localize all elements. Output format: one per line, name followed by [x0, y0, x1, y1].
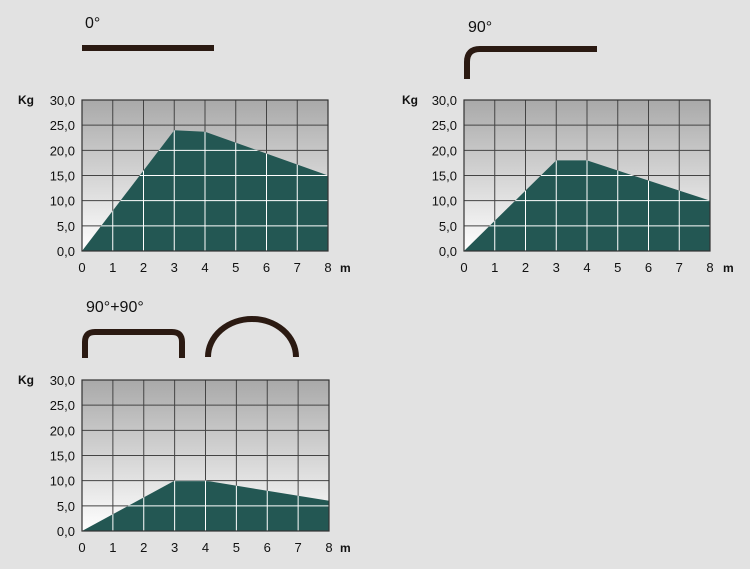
x-tick-label: 6	[264, 540, 271, 555]
y-tick-label: 5,0	[57, 219, 75, 234]
plot-frame	[81, 379, 330, 532]
y-tick-label: 15,0	[50, 449, 75, 464]
chart-90-plus-90-degree: 90°+90° 0,0 5,0 10,0 15,0 20,0 25,0 30,0 0 1 2 3 4…	[18, 299, 351, 555]
y-tick-label: 30,0	[432, 93, 457, 108]
y-tick-label: 10,0	[50, 194, 75, 209]
x-tick-label: 3	[171, 260, 178, 275]
chart-title: 90°+90°	[86, 299, 144, 316]
x-tick-label: 7	[295, 540, 302, 555]
x-tick-label: 0	[78, 540, 85, 555]
y-tick-label: 20,0	[50, 143, 75, 158]
x-axis-label: m	[340, 541, 351, 555]
y-tick-label: 15,0	[432, 169, 457, 184]
x-tick-label: 5	[233, 540, 240, 555]
y-tick-label: 20,0	[432, 143, 457, 158]
y-axis-label: Kg	[18, 93, 34, 107]
y-tick-label: 30,0	[50, 93, 75, 108]
x-tick-label: 8	[324, 260, 331, 275]
symbol-stroke	[82, 329, 185, 358]
y-tick-label: 5,0	[439, 219, 457, 234]
x-tick-label: 2	[140, 540, 147, 555]
x-tick-label: 2	[140, 260, 147, 275]
y-tick-label: 0,0	[57, 524, 75, 539]
y-tick-label: 10,0	[432, 194, 457, 209]
x-tick-label: 5	[232, 260, 239, 275]
x-tick-label: 1	[109, 260, 116, 275]
y-axis-label: Kg	[18, 373, 34, 387]
x-tick-label: 0	[460, 260, 467, 275]
x-tick-label: 1	[491, 260, 498, 275]
symbol-stroke	[205, 316, 299, 358]
y-tick-label: 0,0	[439, 244, 457, 259]
y-tick-label: 5,0	[57, 499, 75, 514]
chart-title: 0°	[85, 15, 100, 32]
x-tick-label: 1	[109, 540, 116, 555]
x-axis-label: m	[340, 261, 351, 275]
y-tick-label: 0,0	[57, 244, 75, 259]
y-tick-label: 25,0	[50, 398, 75, 413]
x-tick-label: 6	[645, 260, 652, 275]
plot-frame	[463, 99, 711, 252]
x-tick-label: 7	[294, 260, 301, 275]
x-tick-label: 0	[78, 260, 85, 275]
x-tick-label: 8	[706, 260, 713, 275]
x-tick-label: 7	[676, 260, 683, 275]
y-tick-label: 10,0	[50, 474, 75, 489]
y-tick-label: 30,0	[50, 373, 75, 388]
y-tick-label: 25,0	[432, 118, 457, 133]
x-tick-label: 3	[171, 540, 178, 555]
x-axis-label: m	[723, 261, 734, 275]
y-tick-label: 20,0	[50, 423, 75, 438]
y-axis-label: Kg	[402, 93, 418, 107]
x-tick-label: 8	[325, 540, 332, 555]
chart-90-degree: 90° 0,0 5,0 10,0 15,0 20,0 25,0 30,0 0 1 2 3 4 5 6 7 8…	[402, 19, 734, 275]
x-tick-label: 4	[201, 260, 208, 275]
symbol-stroke	[464, 46, 597, 79]
x-tick-label: 2	[522, 260, 529, 275]
y-tick-label: 15,0	[50, 169, 75, 184]
x-tick-label: 4	[202, 540, 209, 555]
double-bend-symbol	[82, 316, 299, 358]
y-tick-label: 25,0	[50, 118, 75, 133]
x-tick-label: 6	[263, 260, 270, 275]
plot-frame	[81, 99, 329, 252]
single-bend-symbol	[464, 46, 597, 79]
x-tick-label: 3	[553, 260, 560, 275]
chart-title: 90°	[468, 19, 492, 36]
x-tick-label: 5	[614, 260, 621, 275]
x-tick-label: 4	[583, 260, 590, 275]
